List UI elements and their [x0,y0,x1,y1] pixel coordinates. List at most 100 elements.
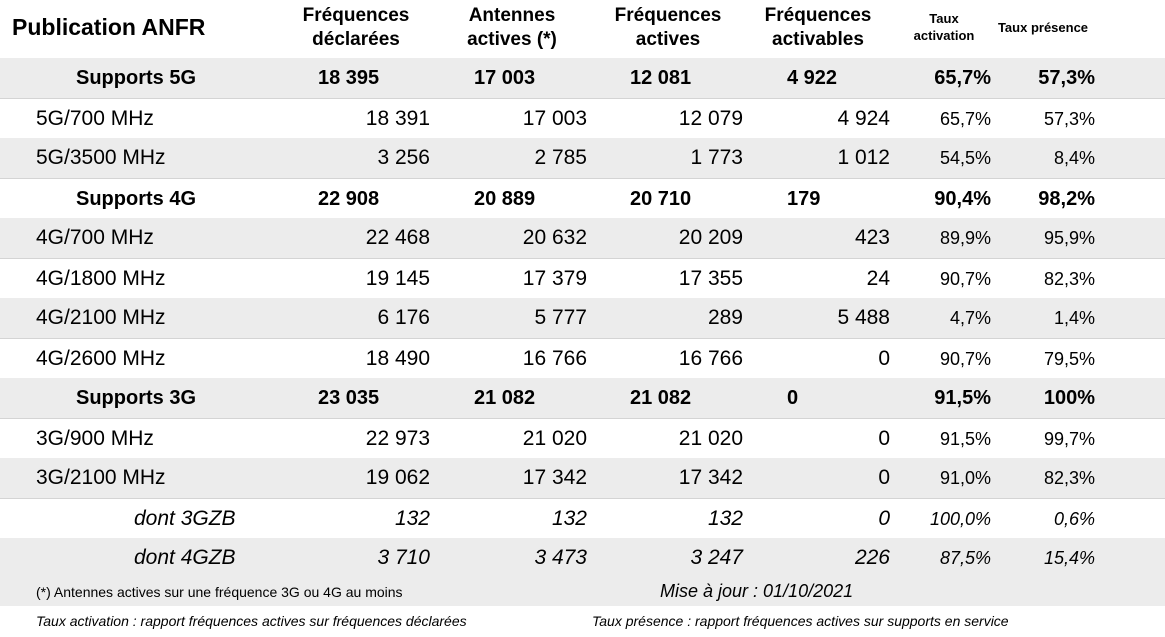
cell-declared: 6 176 [377,306,430,329]
cell-antennas: 21 082 [474,387,536,409]
row-label: 3G/2100 MHz [36,466,166,489]
page-title: Publication ANFR [12,14,206,40]
row-label: Supports 5G [75,67,196,89]
table-row: Supports 3G 23 035 21 082 21 082 0 91,5% 100% [0,378,1165,418]
cell-activation: 65,7% [934,67,991,89]
cell-activable: 0 [878,466,890,489]
table-row: 4G/1800 MHz 19 145 17 379 17 355 24 90,7% 82,3… [0,258,1165,299]
cell-active: 1 773 [690,146,743,169]
cell-presence: 1,4% [1053,308,1095,328]
table-row: Supports 5G 18 395 17 003 12 081 4 922 65,7% 5… [0,58,1165,98]
cell-antennas: 16 766 [522,347,587,370]
cell-presence: 98,2% [1038,188,1095,210]
cell-declared: 23 035 [318,387,380,409]
header-rate-activation: Taux activation [913,11,975,43]
cell-activation: 89,9% [939,228,991,248]
cell-antennas: 2 785 [534,146,587,169]
cell-declared: 132 [394,507,430,530]
header-antennas-active: Antennes actives (*) [467,5,557,50]
row-label: 5G/700 MHz [36,107,154,130]
row-label: Supports 3G [75,387,196,409]
cell-activable: 0 [787,387,799,409]
row-label: 4G/700 MHz [36,226,154,249]
cell-antennas: 20 632 [522,226,587,249]
cell-activation: 4,7% [949,308,991,328]
cell-active: 16 766 [678,347,743,370]
cell-presence: 57,3% [1043,109,1095,129]
definition-presence: Taux présence : rapport fréquences activ… [592,613,1009,629]
cell-activable: 0 [878,347,890,370]
table-row: 5G/700 MHz 18 391 17 003 12 079 4 924 65,7% 57… [0,98,1165,139]
cell-activation: 90,7% [939,349,991,369]
cell-presence: 99,7% [1043,429,1095,449]
cell-activable: 423 [854,226,890,249]
cell-declared: 18 395 [318,67,380,89]
cell-declared: 22 908 [318,188,380,210]
cell-active: 3 247 [690,546,743,569]
cell-declared: 22 468 [365,226,430,249]
cell-active: 132 [707,507,743,530]
cell-activation: 91,5% [939,429,991,449]
header-freq-declared: Fréquences déclarées [302,5,410,50]
row-label: 4G/2600 MHz [36,347,166,370]
cell-active: 20 209 [678,226,743,249]
row-label: dont 4GZB [134,546,236,569]
table-row: 3G/2100 MHz 19 062 17 342 17 342 0 91,0% 82,3% [0,458,1165,498]
cell-antennas: 20 889 [474,188,536,210]
table-row: 4G/700 MHz 22 468 20 632 20 209 423 89,9% 95,9… [0,218,1165,258]
cell-presence: 100% [1043,387,1095,409]
cell-declared: 3 710 [377,546,430,569]
cell-antennas: 17 003 [522,107,587,130]
cell-declared: 18 490 [365,347,430,370]
row-label: 4G/1800 MHz [36,267,166,290]
cell-declared: 22 973 [365,427,430,450]
cell-declared: 19 062 [365,466,430,489]
table-row: 5G/3500 MHz 3 256 2 785 1 773 1 012 54,5% 8,4% [0,138,1165,178]
definition-activation: Taux activation : rapport fréquences act… [36,613,467,629]
cell-activable: 5 488 [837,306,890,329]
update-date: Mise à jour : 01/10/2021 [660,581,854,601]
header-rate-presence: Taux présence [997,20,1089,35]
table-row: dont 3GZB 132 132 132 0 100,0% 0,6% [0,498,1165,539]
row-label: dont 3GZB [134,507,236,530]
cell-activable: 24 [866,267,890,290]
table-row: 3G/900 MHz 22 973 21 020 21 020 0 91,5% 99,7% [0,418,1165,459]
table-header: Publication ANFR Fréquences déclarées An… [0,0,1165,58]
cell-activable: 179 [787,188,821,210]
cell-declared: 3 256 [377,146,430,169]
cell-declared: 18 391 [365,107,430,130]
cell-antennas: 17 342 [522,466,587,489]
cell-presence: 82,3% [1043,468,1095,488]
cell-activation: 54,5% [939,148,991,168]
cell-activation: 91,0% [939,468,991,488]
cell-active: 21 020 [678,427,743,450]
cell-activable: 0 [878,507,890,530]
cell-active: 289 [707,306,743,329]
cell-active: 12 081 [630,67,692,89]
table-row: 4G/2600 MHz 18 490 16 766 16 766 0 90,7% 79,5% [0,338,1165,379]
cell-active: 12 079 [678,107,743,130]
cell-antennas: 17 003 [474,67,536,89]
cell-activation: 90,7% [939,269,991,289]
cell-activable: 4 922 [787,67,838,89]
table-row: 4G/2100 MHz 6 176 5 777 289 5 488 4,7% 1,4% [0,298,1165,338]
cell-presence: 95,9% [1043,228,1095,248]
cell-presence: 57,3% [1038,67,1095,89]
cell-activation: 91,5% [934,387,991,409]
cell-activation: 100,0% [929,509,991,529]
table-row: dont 4GZB 3 710 3 473 3 247 226 87,5% 15,4% [0,538,1165,578]
row-label: 4G/2100 MHz [36,306,166,329]
cell-activable: 4 924 [837,107,890,130]
cell-active: 20 710 [630,188,692,210]
table-row: Supports 4G 22 908 20 889 20 710 179 90,4% 98,… [0,178,1165,219]
cell-presence: 8,4% [1053,148,1095,168]
header-freq-active: Fréquences actives [614,5,722,50]
cell-activable: 226 [854,546,890,569]
cell-antennas: 21 020 [522,427,587,450]
cell-activable: 0 [878,427,890,450]
cell-activation: 87,5% [939,548,991,568]
cell-declared: 19 145 [365,267,430,290]
cell-active: 17 342 [678,466,743,489]
cell-presence: 15,4% [1043,548,1095,568]
cell-activation: 90,4% [934,188,991,210]
